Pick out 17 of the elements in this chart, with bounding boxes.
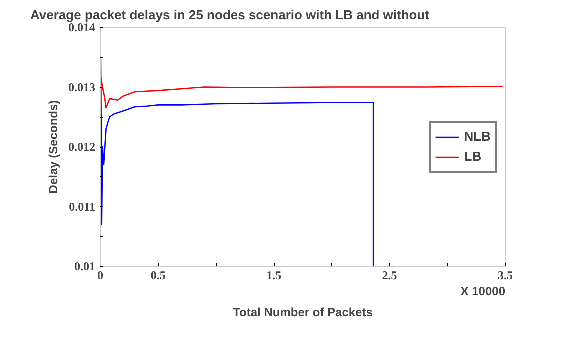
y-axis-title: Delay (Seconds): [46, 100, 60, 194]
x-tick-label: 2.5: [382, 268, 398, 282]
x-axis-title: Total Number of Packets: [233, 306, 374, 320]
y-tick-label: 0.01: [74, 260, 96, 274]
chart-title: Average packet delays in 25 nodes scenario with LB and without: [30, 8, 430, 22]
x-tick-label: 1.5: [266, 268, 282, 282]
line-series: [100, 74, 504, 109]
x-tick-label: 3.5: [498, 268, 513, 282]
y-tick-label: 0.012: [68, 140, 96, 154]
line-series: [100, 56, 374, 266]
y-tick-label: 0.011: [69, 200, 96, 214]
x-tick-label: 0: [98, 268, 104, 282]
text: X 10000: [460, 284, 506, 298]
y-tick-label: 0.013: [68, 80, 96, 94]
x-tick-label: 0.5: [150, 268, 166, 282]
legend-label: LB: [464, 149, 483, 164]
legend-label: NLB: [464, 129, 491, 144]
